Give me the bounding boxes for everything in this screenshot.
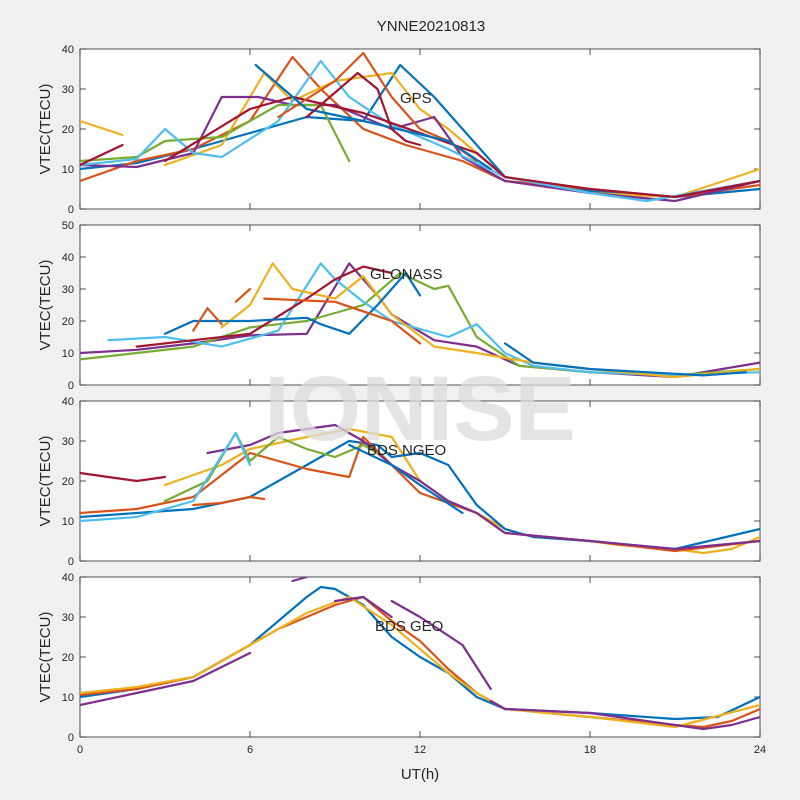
- series-line-7: [192, 307, 223, 332]
- series-group: [80, 51, 760, 203]
- y-tick-label: 10: [62, 348, 74, 360]
- series-group: [80, 262, 760, 379]
- x-axis-label: UT(h): [401, 766, 439, 783]
- y-axis-label: VTEC(TECU): [37, 612, 54, 703]
- series-line-3: [80, 119, 124, 137]
- panel-label: GPS: [400, 90, 432, 107]
- x-tick-label: 24: [754, 744, 766, 756]
- y-tick-label: 0: [68, 380, 74, 392]
- watermark: IONISE: [264, 358, 576, 460]
- y-tick-label: 40: [62, 252, 74, 264]
- y-tick-label: 0: [68, 204, 74, 216]
- y-tick-label: 20: [62, 316, 74, 328]
- x-tick-label: 6: [247, 744, 253, 756]
- panel-label: BDS GEO: [375, 618, 443, 635]
- y-tick-label: 20: [62, 476, 74, 488]
- y-tick-label: 10: [62, 164, 74, 176]
- series-line-6: [333, 595, 393, 619]
- y-tick-label: 30: [62, 284, 74, 296]
- series-line-9: [263, 297, 422, 345]
- series-line-7: [80, 59, 760, 203]
- panel-bds-geo: 0 10 20 30 40 0 6 12 18 24 VTEC(TECU) BDS GEO: [37, 572, 766, 756]
- y-tick-label: 20: [62, 652, 74, 664]
- series-line-5: [135, 265, 393, 348]
- y-axis-label: VTEC(TECU): [37, 84, 54, 175]
- series-group: [80, 423, 760, 555]
- y-tick-label: 0: [68, 732, 74, 744]
- y-tick-label: 0: [68, 556, 74, 568]
- y-tick-label: 30: [62, 84, 74, 96]
- panel-gps: 0 10 20 30 40 VTEC(TECU) GPS: [37, 44, 761, 216]
- y-tick-label: 40: [62, 396, 74, 408]
- y-tick-label: 30: [62, 436, 74, 448]
- x-tick-label: 0: [77, 744, 83, 756]
- y-tick-label: 40: [62, 572, 74, 584]
- y-axis-label: VTEC(TECU): [37, 260, 54, 351]
- y-tick-label: 20: [62, 124, 74, 136]
- series-line-9: [348, 443, 464, 515]
- y-axis-label: VTEC(TECU): [37, 436, 54, 527]
- series-line-11: [254, 63, 492, 171]
- series-line-5: [206, 423, 760, 551]
- series-line-3: [80, 595, 760, 729]
- series-line-10: [503, 342, 747, 377]
- panel-label: BDS NGEO: [367, 442, 446, 459]
- y-tick-label: 30: [62, 612, 74, 624]
- series-line-6: [163, 271, 422, 335]
- series-group: [80, 577, 760, 731]
- x-tick-label: 18: [584, 744, 596, 756]
- series-line-8: [80, 143, 124, 167]
- y-tick-label: 10: [62, 692, 74, 704]
- series-line-5: [291, 577, 308, 583]
- panel-label: GLONASS: [370, 266, 443, 283]
- y-tick-label: 50: [62, 220, 74, 232]
- series-line-12: [305, 71, 422, 147]
- panel-bds-ngeo: 0 10 20 30 40 VTEC(TECU) BDS NGEO: [37, 396, 761, 568]
- panels-group: 0 10 20 30 40 VTEC(TECU) GPS 0 10 20 30 40 50 VTEC(TE…: [37, 44, 766, 756]
- series-line-7: [80, 431, 252, 523]
- x-tick-label: 12: [414, 744, 426, 756]
- y-tick-label: 40: [62, 44, 74, 56]
- series-line-4: [80, 651, 252, 707]
- plot-area: [79, 224, 761, 386]
- y-tick-label: 10: [62, 516, 74, 528]
- panel-glonass: 0 10 20 30 40 50 VTEC(TECU) GLONASS: [37, 220, 761, 392]
- series-line-9: [163, 95, 760, 199]
- series-line-1: [80, 471, 167, 483]
- series-line-7: [390, 599, 492, 691]
- series-line-8: [234, 287, 252, 303]
- series-line-8: [192, 495, 266, 507]
- figure-title: YNNE20210813: [377, 18, 485, 35]
- series-line-8: [489, 699, 760, 731]
